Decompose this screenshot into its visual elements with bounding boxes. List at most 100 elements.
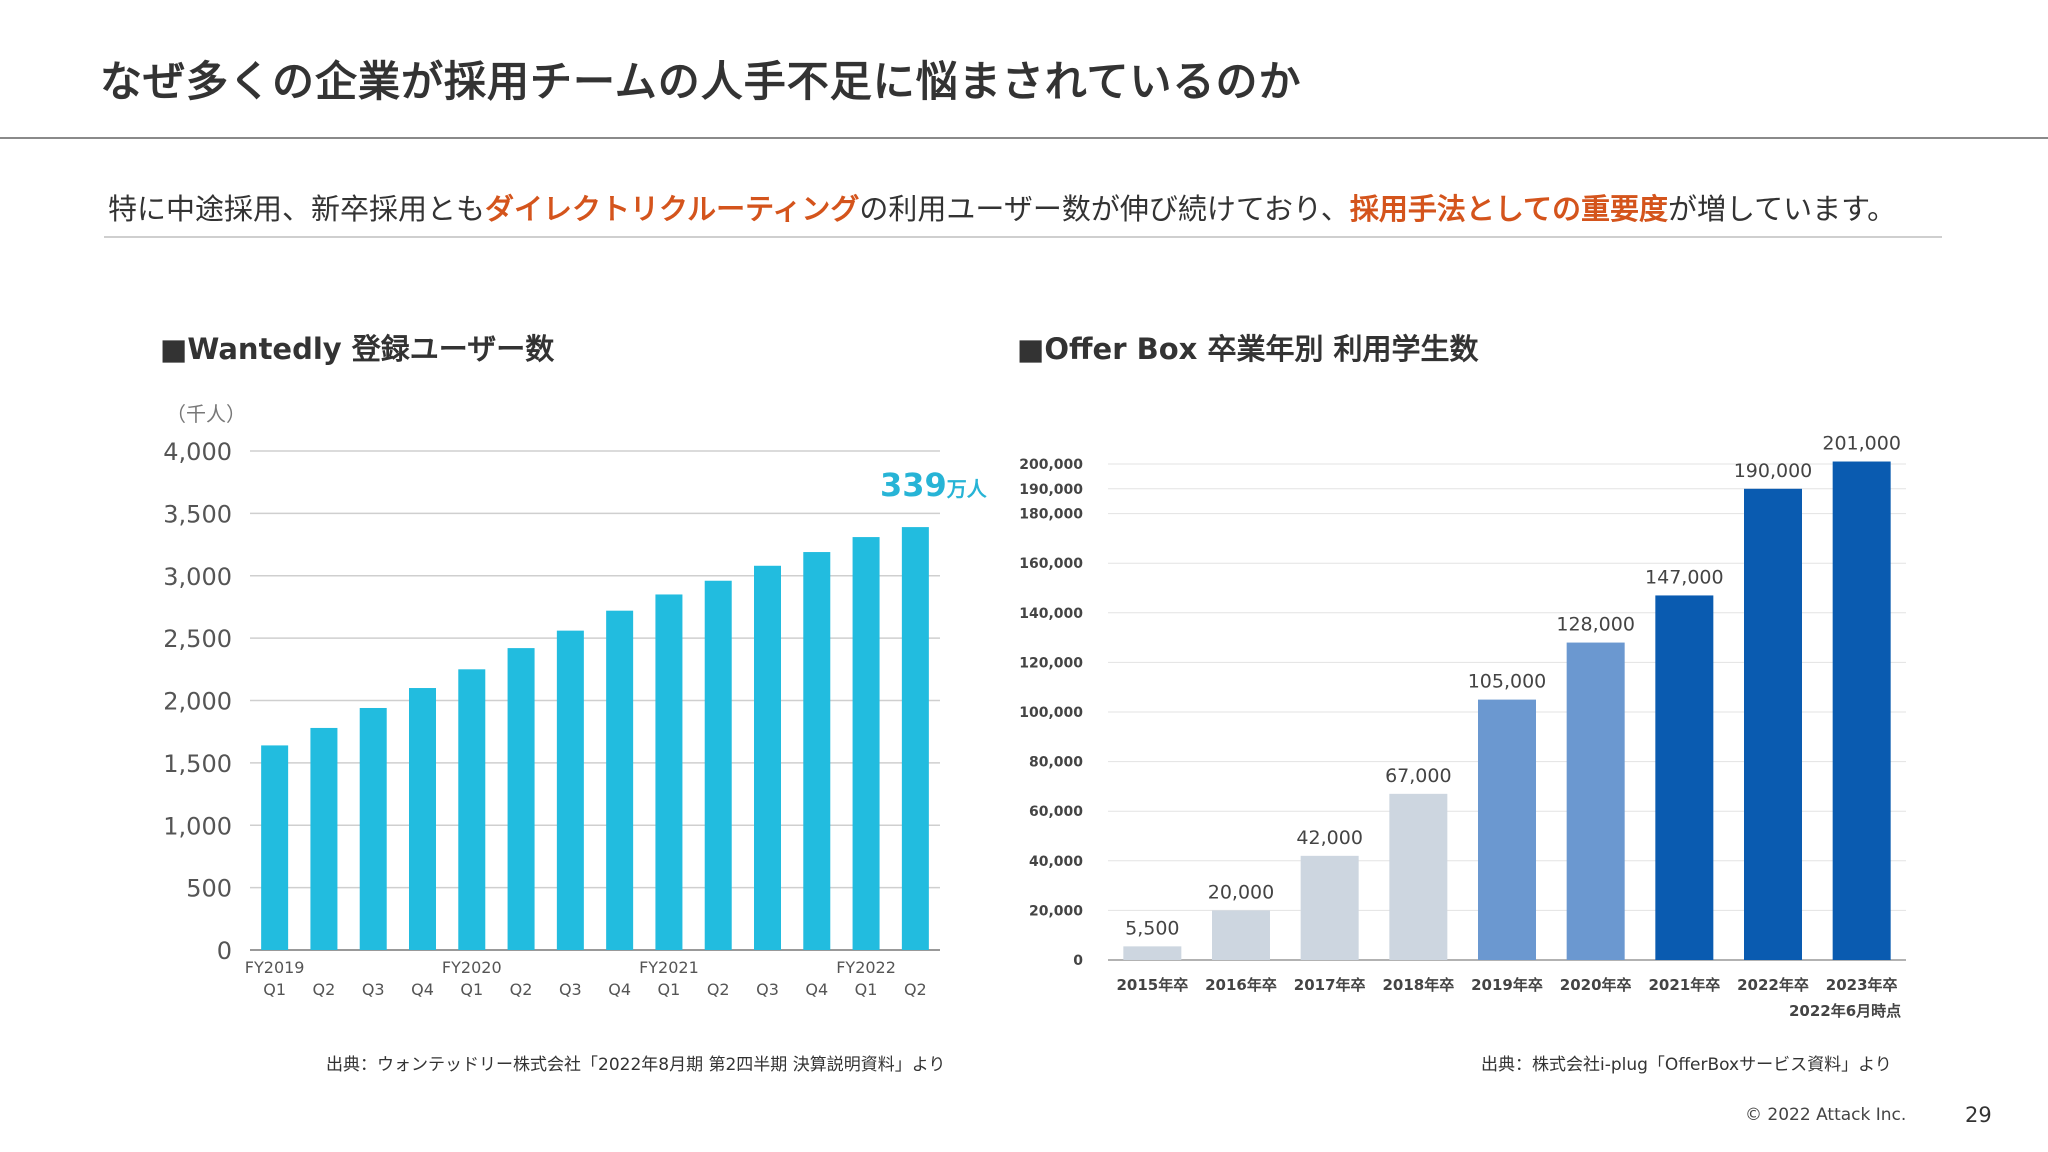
y-tick-label: 4,000 [163, 438, 232, 466]
wantedly-chart: 0 500 1,000 1,500 2,000 2,500 3,000 3,500 4,000 Q… [163, 438, 940, 999]
data-label: 42,000 [1296, 827, 1362, 849]
bar [852, 537, 880, 950]
bar [1389, 793, 1448, 960]
lead-text: 特に中途採用、新卒採用ともダイレクトリクルーティングの利用ユーザー数が伸び続けて… [108, 186, 1896, 228]
callout-number: 339 [880, 466, 947, 504]
data-label: 128,000 [1556, 614, 1635, 636]
data-label: 20,000 [1208, 881, 1274, 903]
offerbox-heading: ■Offer Box 卒業年別 利用学生数 [1017, 332, 1479, 366]
bar [803, 552, 831, 950]
copyright: © 2022 Attack Inc. [1745, 1105, 1907, 1125]
bar [1123, 946, 1182, 960]
x-tick-label: Q4 [411, 980, 434, 999]
x-tick-label: Q3 [559, 980, 582, 999]
lead-highlight-2: 採用手法としての重要度 [1349, 192, 1668, 226]
x-tick-label: 2015年卒 [1116, 976, 1188, 994]
y-tick-label: 0 [217, 937, 232, 965]
x-tick-label: 2021年卒 [1648, 976, 1720, 994]
x-tick-label: Q2 [313, 980, 336, 999]
x-tick-label: Q1 [263, 980, 286, 999]
lead-highlight-1: ダイレクトリクルーティング [485, 192, 860, 226]
fiscal-year-label: FY2019 [245, 958, 305, 977]
y-tick-label: 2,000 [163, 688, 232, 716]
bar [754, 565, 781, 950]
y-tick-label: 160,000 [1019, 556, 1083, 572]
y-tick-label: 200,000 [1019, 457, 1083, 473]
x-tick-label: 2019年卒 [1471, 976, 1543, 994]
bar [507, 648, 535, 950]
x-tick-label: 2018年卒 [1382, 976, 1454, 994]
bar [1744, 488, 1802, 960]
y-tick-label: 3,500 [163, 500, 232, 528]
bar [261, 745, 289, 950]
y-tick-label: 120,000 [1019, 655, 1083, 671]
wantedly-unit-label: （千人） [166, 402, 246, 426]
offerbox-as-of-note: 2022年6月時点 [1789, 1002, 1902, 1020]
bar [1478, 699, 1536, 960]
x-tick-label: Q1 [658, 980, 681, 999]
bar [458, 669, 486, 950]
data-label: 201,000 [1822, 433, 1901, 455]
data-label: 5,500 [1125, 917, 1179, 939]
data-label: 105,000 [1468, 671, 1547, 693]
x-tick-label: Q3 [362, 980, 385, 999]
bar [1300, 855, 1359, 960]
bar [409, 688, 436, 950]
bar [1212, 910, 1270, 960]
x-tick-label: 2023年卒 [1826, 976, 1898, 994]
title-divider [0, 137, 2048, 139]
page-number: 29 [1965, 1103, 1992, 1127]
y-tick-label: 3,000 [163, 563, 232, 591]
x-tick-label: 2020年卒 [1560, 976, 1632, 994]
x-tick-label: 2016年卒 [1205, 976, 1277, 994]
y-tick-label: 1,000 [163, 812, 232, 840]
y-tick-label: 1,500 [163, 750, 232, 778]
wantedly-heading: ■Wantedly 登録ユーザー数 [160, 332, 555, 366]
callout-unit: 万人 [946, 477, 987, 501]
x-tick-label: Q2 [707, 980, 730, 999]
x-tick-label: Q4 [608, 980, 631, 999]
wantedly-source: 出典：ウォンテッドリー株式会社「2022年8月期 第2四半期 決算説明資料」より [326, 1055, 946, 1075]
x-tick-label: Q2 [904, 980, 927, 999]
bar [1655, 595, 1714, 960]
x-tick-label: 2022年卒 [1737, 976, 1809, 994]
x-tick-label: Q3 [756, 980, 779, 999]
y-tick-label: 100,000 [1019, 705, 1083, 721]
bar [1566, 642, 1625, 960]
bar [556, 630, 584, 950]
fiscal-year-label: FY2021 [639, 958, 699, 977]
bar [359, 707, 387, 950]
y-tick-label: 180,000 [1019, 507, 1083, 523]
data-label: 190,000 [1734, 460, 1813, 482]
x-tick-label: Q4 [805, 980, 828, 999]
offerbox-chart: 0 20,000 40,000 60,000 80,000 100,000 120,000 1… [1019, 433, 1906, 994]
bar [606, 610, 634, 950]
x-tick-label: Q2 [510, 980, 533, 999]
y-tick-label: 190,000 [1019, 482, 1083, 498]
y-tick-label: 40,000 [1029, 854, 1083, 870]
lead-part-3: が増しています。 [1667, 192, 1897, 226]
bar [901, 527, 929, 950]
fiscal-year-label: FY2022 [836, 958, 896, 977]
data-label: 67,000 [1385, 765, 1451, 787]
x-tick-label: Q1 [460, 980, 483, 999]
y-tick-label: 20,000 [1029, 903, 1083, 919]
y-tick-label: 60,000 [1029, 804, 1083, 820]
lead-part-2: の利用ユーザー数が伸び続けており、 [859, 192, 1350, 226]
y-tick-label: 140,000 [1019, 606, 1083, 622]
bar [704, 580, 732, 950]
fiscal-year-label: FY2020 [442, 958, 502, 977]
y-tick-label: 500 [186, 875, 232, 903]
y-tick-label: 0 [1073, 953, 1083, 969]
y-tick-label: 80,000 [1029, 755, 1083, 771]
offerbox-source: 出典：株式会社i-plug「OfferBoxサービス資料」より [1481, 1055, 1892, 1075]
lead-part-1: 特に中途採用、新卒採用とも [108, 192, 486, 226]
data-label: 147,000 [1645, 566, 1724, 588]
bar [310, 727, 338, 950]
bar [1832, 461, 1891, 960]
x-tick-label: Q1 [855, 980, 878, 999]
x-tick-label: 2017年卒 [1294, 976, 1366, 994]
y-tick-label: 2,500 [163, 625, 232, 653]
lead-divider [104, 236, 1942, 238]
